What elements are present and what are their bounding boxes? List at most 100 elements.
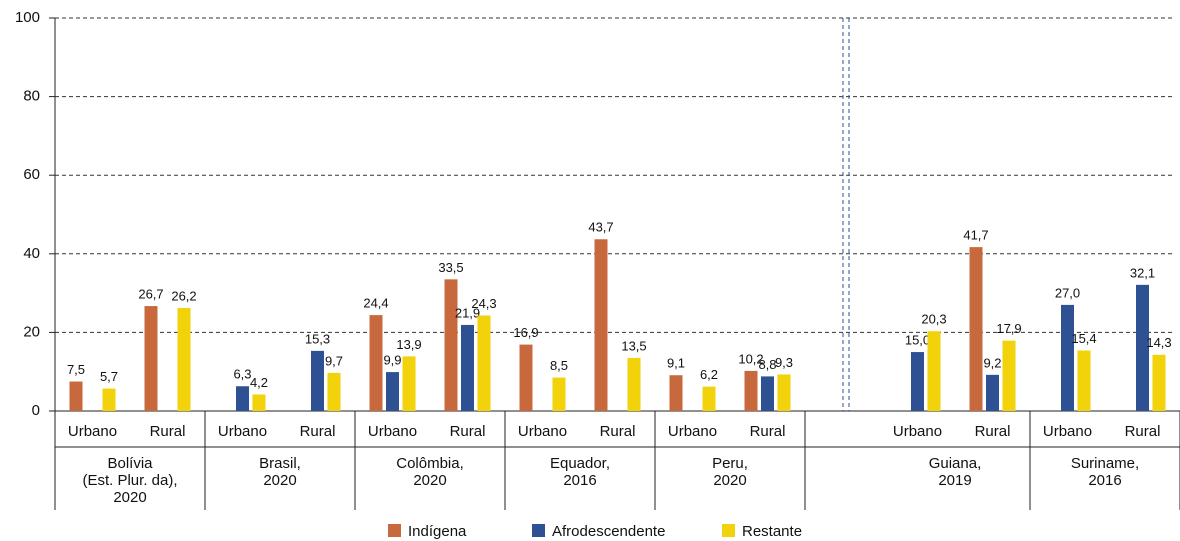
y-tick-label: 0	[32, 402, 40, 419]
bar	[702, 386, 716, 411]
value-label: 6,3	[233, 367, 251, 382]
bar	[1152, 354, 1166, 411]
x-tick-label: Rural	[975, 423, 1011, 440]
legend-label: Indígena	[408, 523, 467, 540]
value-label: 33,5	[438, 260, 463, 275]
x-tick-label: Urbano	[518, 423, 567, 440]
value-label: 9,7	[325, 353, 343, 368]
bar	[911, 352, 924, 411]
bar	[761, 376, 774, 411]
group-label: Equador,	[550, 455, 610, 472]
value-label: 20,3	[921, 312, 946, 327]
group-label: Colômbia,	[396, 455, 464, 472]
bar	[777, 374, 791, 411]
legend-swatch	[532, 524, 545, 537]
bar	[986, 374, 999, 411]
value-label: 13,9	[396, 337, 421, 352]
group-label: Peru,	[712, 455, 748, 472]
x-tick-label: Urbano	[893, 423, 942, 440]
x-tick-label: Rural	[300, 423, 336, 440]
x-tick-label: Urbano	[218, 423, 267, 440]
value-label: 21,9	[455, 305, 480, 320]
group-label: 2016	[563, 472, 596, 489]
value-label: 13,5	[621, 338, 646, 353]
value-label: 15,0	[905, 332, 930, 347]
value-label: 41,7	[963, 228, 988, 243]
group-label: 2020	[113, 489, 146, 506]
group-label: 2020	[713, 472, 746, 489]
value-label: 5,7	[100, 369, 118, 384]
legend-label: Restante	[742, 523, 802, 540]
value-label: 9,3	[775, 355, 793, 370]
x-tick-label: Rural	[750, 423, 786, 440]
bar	[477, 315, 491, 411]
bar	[1061, 304, 1074, 411]
bar	[519, 344, 533, 411]
group-label: Brasil,	[259, 455, 301, 472]
x-tick-label: Urbano	[1043, 423, 1092, 440]
y-tick-label: 80	[23, 88, 40, 105]
bar	[69, 381, 83, 411]
bar	[1002, 340, 1016, 411]
x-tick-label: Urbano	[668, 423, 717, 440]
bar	[1136, 284, 1149, 411]
x-tick-label: Rural	[1125, 423, 1161, 440]
x-tick-label: Rural	[450, 423, 486, 440]
value-label: 15,4	[1071, 331, 1096, 346]
value-label: 24,3	[471, 296, 496, 311]
value-label: 10,2	[738, 351, 763, 366]
value-label: 15,3	[305, 331, 330, 346]
bar	[252, 394, 266, 411]
x-tick-label: Urbano	[368, 423, 417, 440]
value-label: 26,2	[171, 288, 196, 303]
group-label: 2020	[263, 472, 296, 489]
bar	[369, 315, 383, 411]
value-label: 6,2	[700, 367, 718, 382]
value-label: 4,2	[250, 375, 268, 390]
bar	[552, 377, 566, 411]
legend-swatch	[722, 524, 735, 537]
value-label: 7,5	[67, 362, 85, 377]
bar	[311, 350, 324, 411]
y-tick-label: 20	[23, 323, 40, 340]
bar	[102, 388, 116, 411]
group-label: 2016	[1088, 472, 1121, 489]
bar	[236, 386, 249, 411]
value-label: 9,9	[383, 353, 401, 368]
bar	[177, 308, 191, 411]
group-label: (Est. Plur. da),	[82, 472, 177, 489]
value-label: 26,7	[138, 287, 163, 302]
y-tick-label: 60	[23, 166, 40, 183]
value-label: 24,4	[363, 296, 388, 311]
legend-label: Afrodescendente	[552, 523, 665, 540]
value-label: 8,8	[758, 357, 776, 372]
y-tick-label: 100	[15, 9, 40, 26]
bar	[461, 324, 474, 411]
legend-swatch	[388, 524, 401, 537]
group-label: 2019	[938, 472, 971, 489]
value-label: 16,9	[513, 325, 538, 340]
x-tick-label: Rural	[600, 423, 636, 440]
value-label: 27,0	[1055, 285, 1080, 300]
bar	[386, 372, 399, 411]
group-label: Suriname,	[1071, 455, 1139, 472]
y-tick-label: 40	[23, 245, 40, 262]
bar	[594, 239, 608, 411]
group-label: Bolívia	[107, 455, 153, 472]
bar	[627, 357, 641, 411]
bar	[669, 375, 683, 411]
group-label: 2020	[413, 472, 446, 489]
bar	[744, 370, 758, 411]
group-label: Guiana,	[929, 455, 982, 472]
value-label: 17,9	[996, 321, 1021, 336]
bar	[144, 306, 158, 411]
bar	[327, 372, 341, 411]
bar	[444, 279, 458, 411]
value-label: 9,1	[667, 356, 685, 371]
value-label: 14,3	[1146, 335, 1171, 350]
value-label: 32,1	[1130, 265, 1155, 280]
bar	[402, 356, 416, 411]
bar	[969, 247, 983, 411]
value-label: 43,7	[588, 220, 613, 235]
